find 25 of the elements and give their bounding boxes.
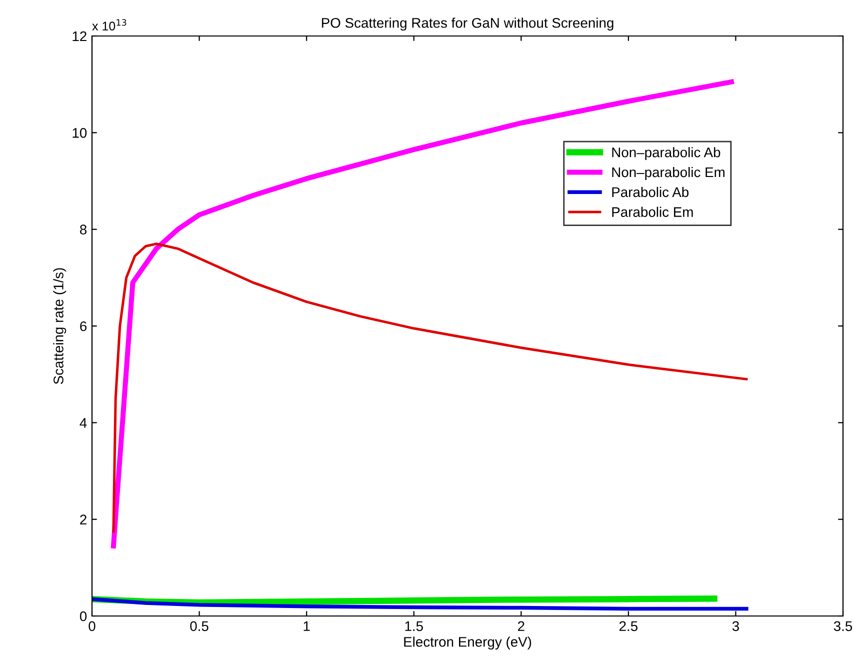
- chart-title: PO Scattering Rates for GaN without Screening: [322, 18, 614, 31]
- line-series: [112, 242, 748, 533]
- x-tick-label: 2.5: [619, 621, 638, 632]
- y-tick-label: 8: [80, 224, 87, 235]
- y-tick-label: 12: [72, 31, 86, 42]
- y-tick-label: 0: [80, 611, 87, 622]
- text: x 10$^{13}$: [92, 19, 126, 31]
- x-tick-label: 0.5: [190, 621, 208, 632]
- y-axis-title: Scatteing rate (1/s): [53, 268, 66, 384]
- y-tick-label: 4: [80, 418, 87, 428]
- legend-label: Non–parabolic Ab: [612, 147, 720, 160]
- legend-label: Parabolic Ab: [612, 186, 689, 198]
- y-tick-label: 10: [72, 128, 87, 138]
- legend-label: Parabolic Em: [612, 206, 693, 217]
- x-axis-title: Electron Energy (eV): [404, 636, 532, 650]
- y-tick-label: 6: [80, 321, 87, 332]
- y-tick-label: 2: [80, 514, 86, 524]
- x-tick-label: 1.5: [405, 621, 423, 632]
- x-tick-label: 3: [732, 621, 739, 632]
- x-tick-label: 2: [518, 621, 524, 631]
- x-tick-label: 0: [88, 621, 96, 632]
- x-tick-label: 3.5: [834, 621, 852, 632]
- x-tick-label: 1: [304, 621, 310, 631]
- line-series: [92, 597, 748, 611]
- legend-label: Non–parabolic Em: [612, 166, 724, 180]
